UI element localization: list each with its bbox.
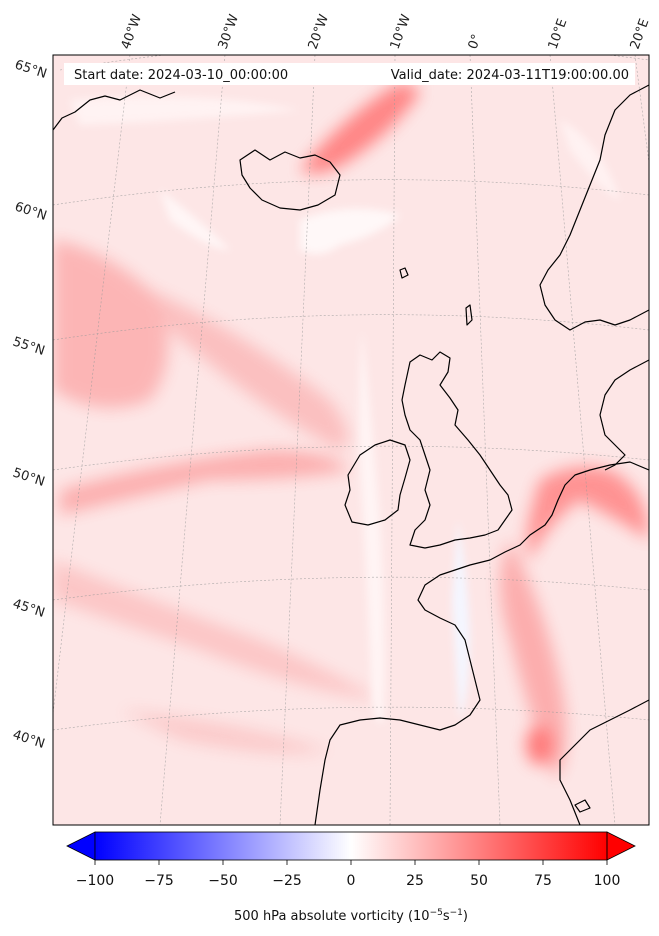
lat-label-65n: 65°N [13,58,49,82]
coast-balearics [574,799,591,813]
colorbar-tick-label: −100 [76,873,114,889]
header-strip [64,63,635,85]
parallel-50n [53,445,649,471]
meridian-10e [549,55,616,825]
lon-label-20w: 20°W [306,12,332,51]
lon-label-20e: 20°E [628,17,653,52]
latitude-labels: 65°N 60°N 55°N 50°N 45°N 40°N [11,58,49,752]
coast-iceland [239,149,341,211]
lat-label-50n: 50°N [11,466,47,490]
colorbar-title: 500 hPa absolute vorticity (10−5s−1) [234,908,468,924]
colorbar-tick-label: −75 [144,873,174,889]
lon-label-10w: 10°W [388,12,414,51]
colorbar-ticks: −100 −75 −50 −25 0 25 50 75 100 [76,860,621,889]
lat-label-45n: 45°N [11,597,47,621]
colorbar-tick-label: −25 [272,873,302,889]
vorticity-field [53,83,649,780]
meridian-30w [159,55,226,825]
lat-label-40n: 40°N [11,728,47,752]
lon-label-10e: 10°E [546,17,571,52]
meridian-0 [469,55,501,825]
coast-spain-east [559,699,649,825]
coast-great-britain [401,351,513,549]
colorbar-tick-label: 100 [594,873,621,889]
coastlines [53,84,649,825]
map-frame [52,54,650,826]
coast-sweden-denmark [599,359,649,471]
map-panel: Start date: 2024-03-10_00:00:00 Valid_da… [53,55,649,825]
parallel-60n [53,179,649,206]
colorbar-extend-max [606,831,636,861]
coast-continental-europe [314,461,649,825]
meridian-20w [279,55,316,825]
coast-shetland [465,304,473,326]
lat-label-55n: 55°N [11,335,47,359]
valid-date-label: Valid_date: 2024-03-11T19:00:00.00 [391,68,629,83]
meridian-10w [389,55,396,825]
graticule [53,55,649,825]
colorbar-tick-label: 50 [470,873,488,889]
colorbar-tick-label: 25 [406,873,424,889]
colorbar-tick-label: 0 [347,873,356,889]
meridian-40w [53,55,131,717]
lon-label-40w: 40°W [119,12,145,51]
colorbar-tick-label: −50 [208,873,238,889]
parallel-40n [53,706,649,731]
longitude-labels: 40°W 30°W 20°W 10°W 0° 10°E 20°E [119,12,653,51]
colorbar-tick-label: 75 [534,873,552,889]
parallel-55n [53,314,649,341]
coast-greenland [53,89,176,131]
parallel-45n [53,576,649,601]
colorbar-gradient [95,832,607,860]
lon-label-30w: 30°W [216,12,242,51]
lat-label-60n: 60°N [13,200,49,224]
start-date-label: Start date: 2024-03-10_00:00:00 [74,68,288,83]
coast-ireland [344,439,411,526]
coast-norway [539,84,649,331]
lon-label-0: 0° [466,32,485,51]
colorbar: −100 −75 −50 −25 0 25 50 75 100 500 hPa absolute… [66,831,636,924]
coast-faroes [399,267,409,279]
colorbar-extend-min [66,831,96,861]
